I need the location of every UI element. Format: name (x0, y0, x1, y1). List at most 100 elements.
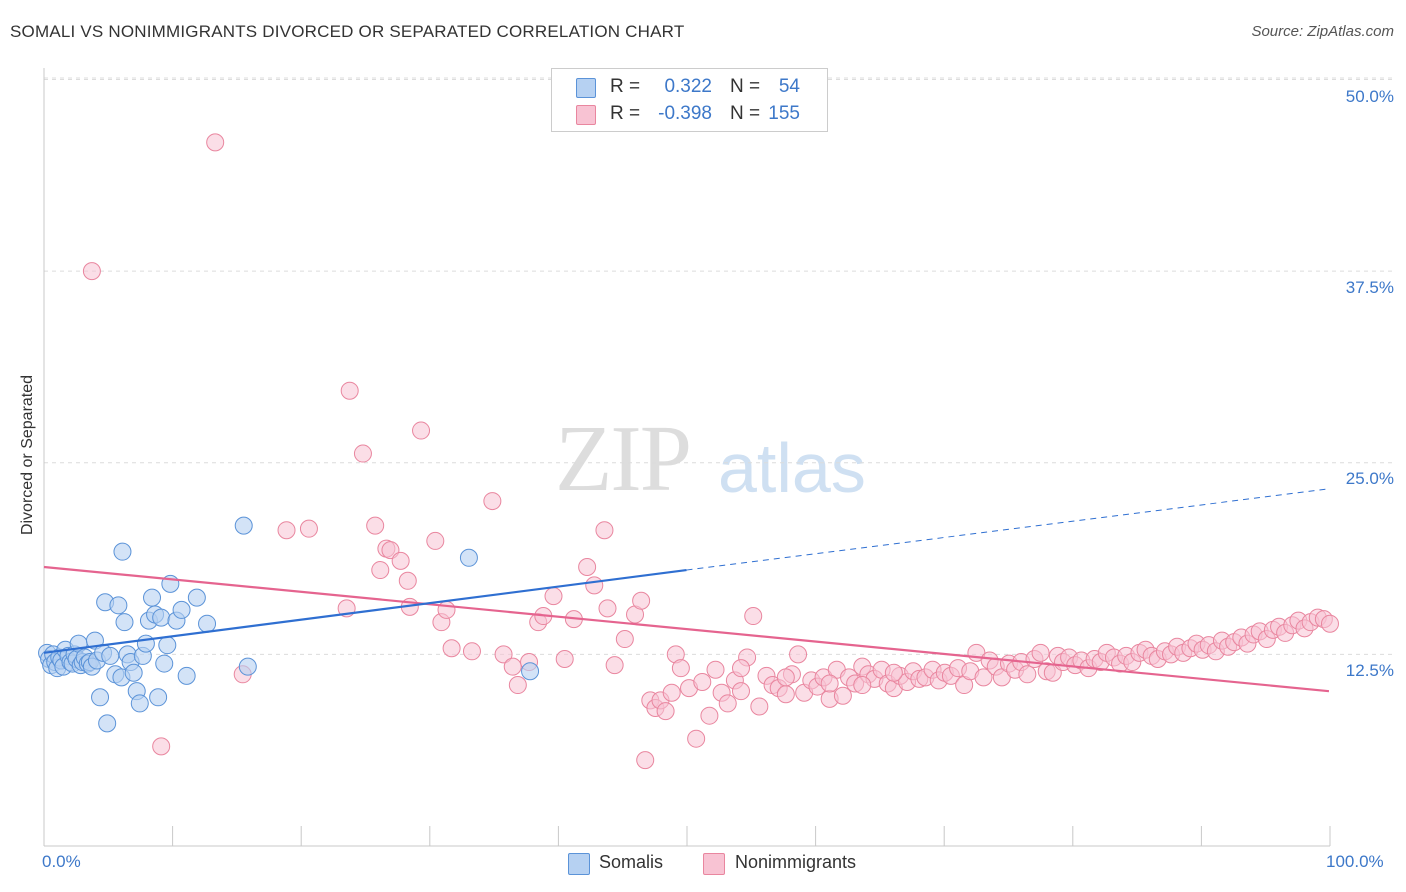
y-tick-label-50: 50.0% (1345, 87, 1394, 106)
nonimmigrants-legend-label: Nonimmigrants (735, 852, 857, 872)
nonimmigrants-point (1031, 643, 1050, 662)
nonimmigrants-point (656, 702, 675, 721)
nonimmigrants-point (853, 676, 872, 695)
x-tick-label-min: 0.0% (42, 852, 81, 871)
nonimmigrants-point (206, 133, 225, 152)
somalis-point (198, 614, 217, 633)
nonimmigrants-point (578, 557, 597, 576)
somalis-point (101, 646, 120, 665)
nonimmigrants-point (503, 657, 522, 676)
nonimmigrants-point (299, 519, 318, 538)
nonimmigrants-point (671, 659, 690, 678)
nonimmigrants-point (693, 672, 712, 691)
nonimmigrants-point (632, 591, 651, 610)
somalis-point (136, 634, 155, 653)
somalis-point (98, 714, 117, 733)
nonimmigrants-point (366, 516, 385, 535)
nonimmigrants-point (277, 521, 296, 540)
source-label: Source: ZipAtlas.com (1251, 23, 1394, 40)
y-tick-label-12-5: 12.5% (1345, 661, 1394, 680)
nonimmigrants-point (776, 668, 795, 687)
somalis-point (238, 657, 257, 676)
nonimmigrants-point (371, 561, 390, 580)
legend-r-label: R = (610, 103, 641, 124)
somalis-point (124, 663, 143, 682)
y-tick-label-25: 25.0% (1345, 469, 1394, 488)
nonimmigrants-point (718, 694, 737, 713)
nonimmigrants-point (615, 630, 634, 649)
chart-title: SOMALI VS NONIMMIGRANTS DIVORCED OR SEPA… (10, 22, 685, 41)
watermark-atlas: atlas (718, 429, 866, 507)
nonimmigrants-point (636, 751, 655, 770)
nonimmigrants-trend-line (43, 565, 1330, 693)
nonimmigrants-point (706, 660, 725, 679)
legend-n-value: 54 (778, 76, 800, 97)
somalis-point (459, 548, 478, 567)
nonimmigrants-swatch-icon (576, 105, 596, 125)
nonimmigrants-legend-icon (703, 853, 725, 875)
nonimmigrants-point (662, 683, 681, 702)
nonimmigrants-point (1018, 665, 1037, 684)
somalis-legend-label: Somalis (599, 852, 664, 872)
nonimmigrants-point (353, 444, 372, 463)
somalis-point (152, 608, 171, 627)
somalis-point (155, 654, 174, 673)
nonimmigrants-point (508, 676, 527, 695)
nonimmigrants-point (833, 686, 852, 705)
somalis-legend-icon (568, 853, 590, 875)
nonimmigrants-point (437, 600, 456, 619)
legend-row-nonimmigrants: R = -0.398 N = 155 (552, 101, 827, 128)
nonimmigrants-point (483, 492, 502, 511)
somalis-point (158, 636, 177, 655)
legend-row-somalis: R = 0.322 N = 54 (552, 74, 827, 101)
legend-r-value: -0.398 (658, 103, 712, 124)
nonimmigrants-point (82, 262, 101, 281)
somalis-point (187, 588, 206, 607)
nonimmigrants-point (731, 682, 750, 701)
somalis-trend-line (43, 568, 687, 654)
y-axis-label: Divorced or Separated (19, 374, 36, 536)
nonimmigrants-point (731, 659, 750, 678)
nonimmigrants-point (1320, 614, 1339, 633)
somalis-trend-extension (686, 488, 1330, 571)
somalis-point (172, 600, 191, 619)
legend-r-label: R = (610, 76, 641, 97)
nonimmigrants-point (426, 531, 445, 550)
legend-n-label: N = (730, 103, 761, 124)
watermark-zip: ZIP (555, 407, 692, 511)
somalis-point (149, 688, 168, 707)
nonimmigrants-point (598, 599, 617, 618)
somalis-point (521, 662, 540, 681)
nonimmigrants-point (776, 685, 795, 704)
somalis-point (177, 666, 196, 685)
nonimmigrants-point (391, 551, 410, 570)
somalis-point (109, 596, 128, 615)
somalis-point (143, 588, 162, 607)
somalis-swatch-icon (576, 78, 596, 98)
nonimmigrants-point (585, 576, 604, 595)
somalis-point (234, 516, 253, 535)
nonimmigrants-point (544, 587, 563, 606)
nonimmigrants-point (340, 381, 359, 400)
y-tick-label-37-5: 37.5% (1345, 278, 1394, 297)
nonimmigrants-point (974, 668, 993, 687)
nonimmigrants-point (605, 656, 624, 675)
nonimmigrants-point (152, 737, 171, 756)
nonimmigrants-point (687, 729, 706, 748)
nonimmigrants-point (884, 663, 903, 682)
nonimmigrants-point (700, 706, 719, 725)
somalis-point (115, 613, 134, 632)
nonimmigrants-point (462, 642, 481, 661)
nonimmigrants-point (789, 645, 808, 664)
somalis-point (113, 542, 132, 561)
somalis-point (91, 688, 110, 707)
legend-r-value: 0.322 (664, 76, 712, 97)
nonimmigrants-point (595, 521, 614, 540)
nonimmigrants-point (555, 649, 574, 668)
somalis-point (130, 694, 149, 713)
legend-n-value: 155 (768, 103, 800, 124)
nonimmigrants-point (750, 697, 769, 716)
legend-n-label: N = (730, 76, 761, 97)
nonimmigrants-point (412, 421, 431, 440)
